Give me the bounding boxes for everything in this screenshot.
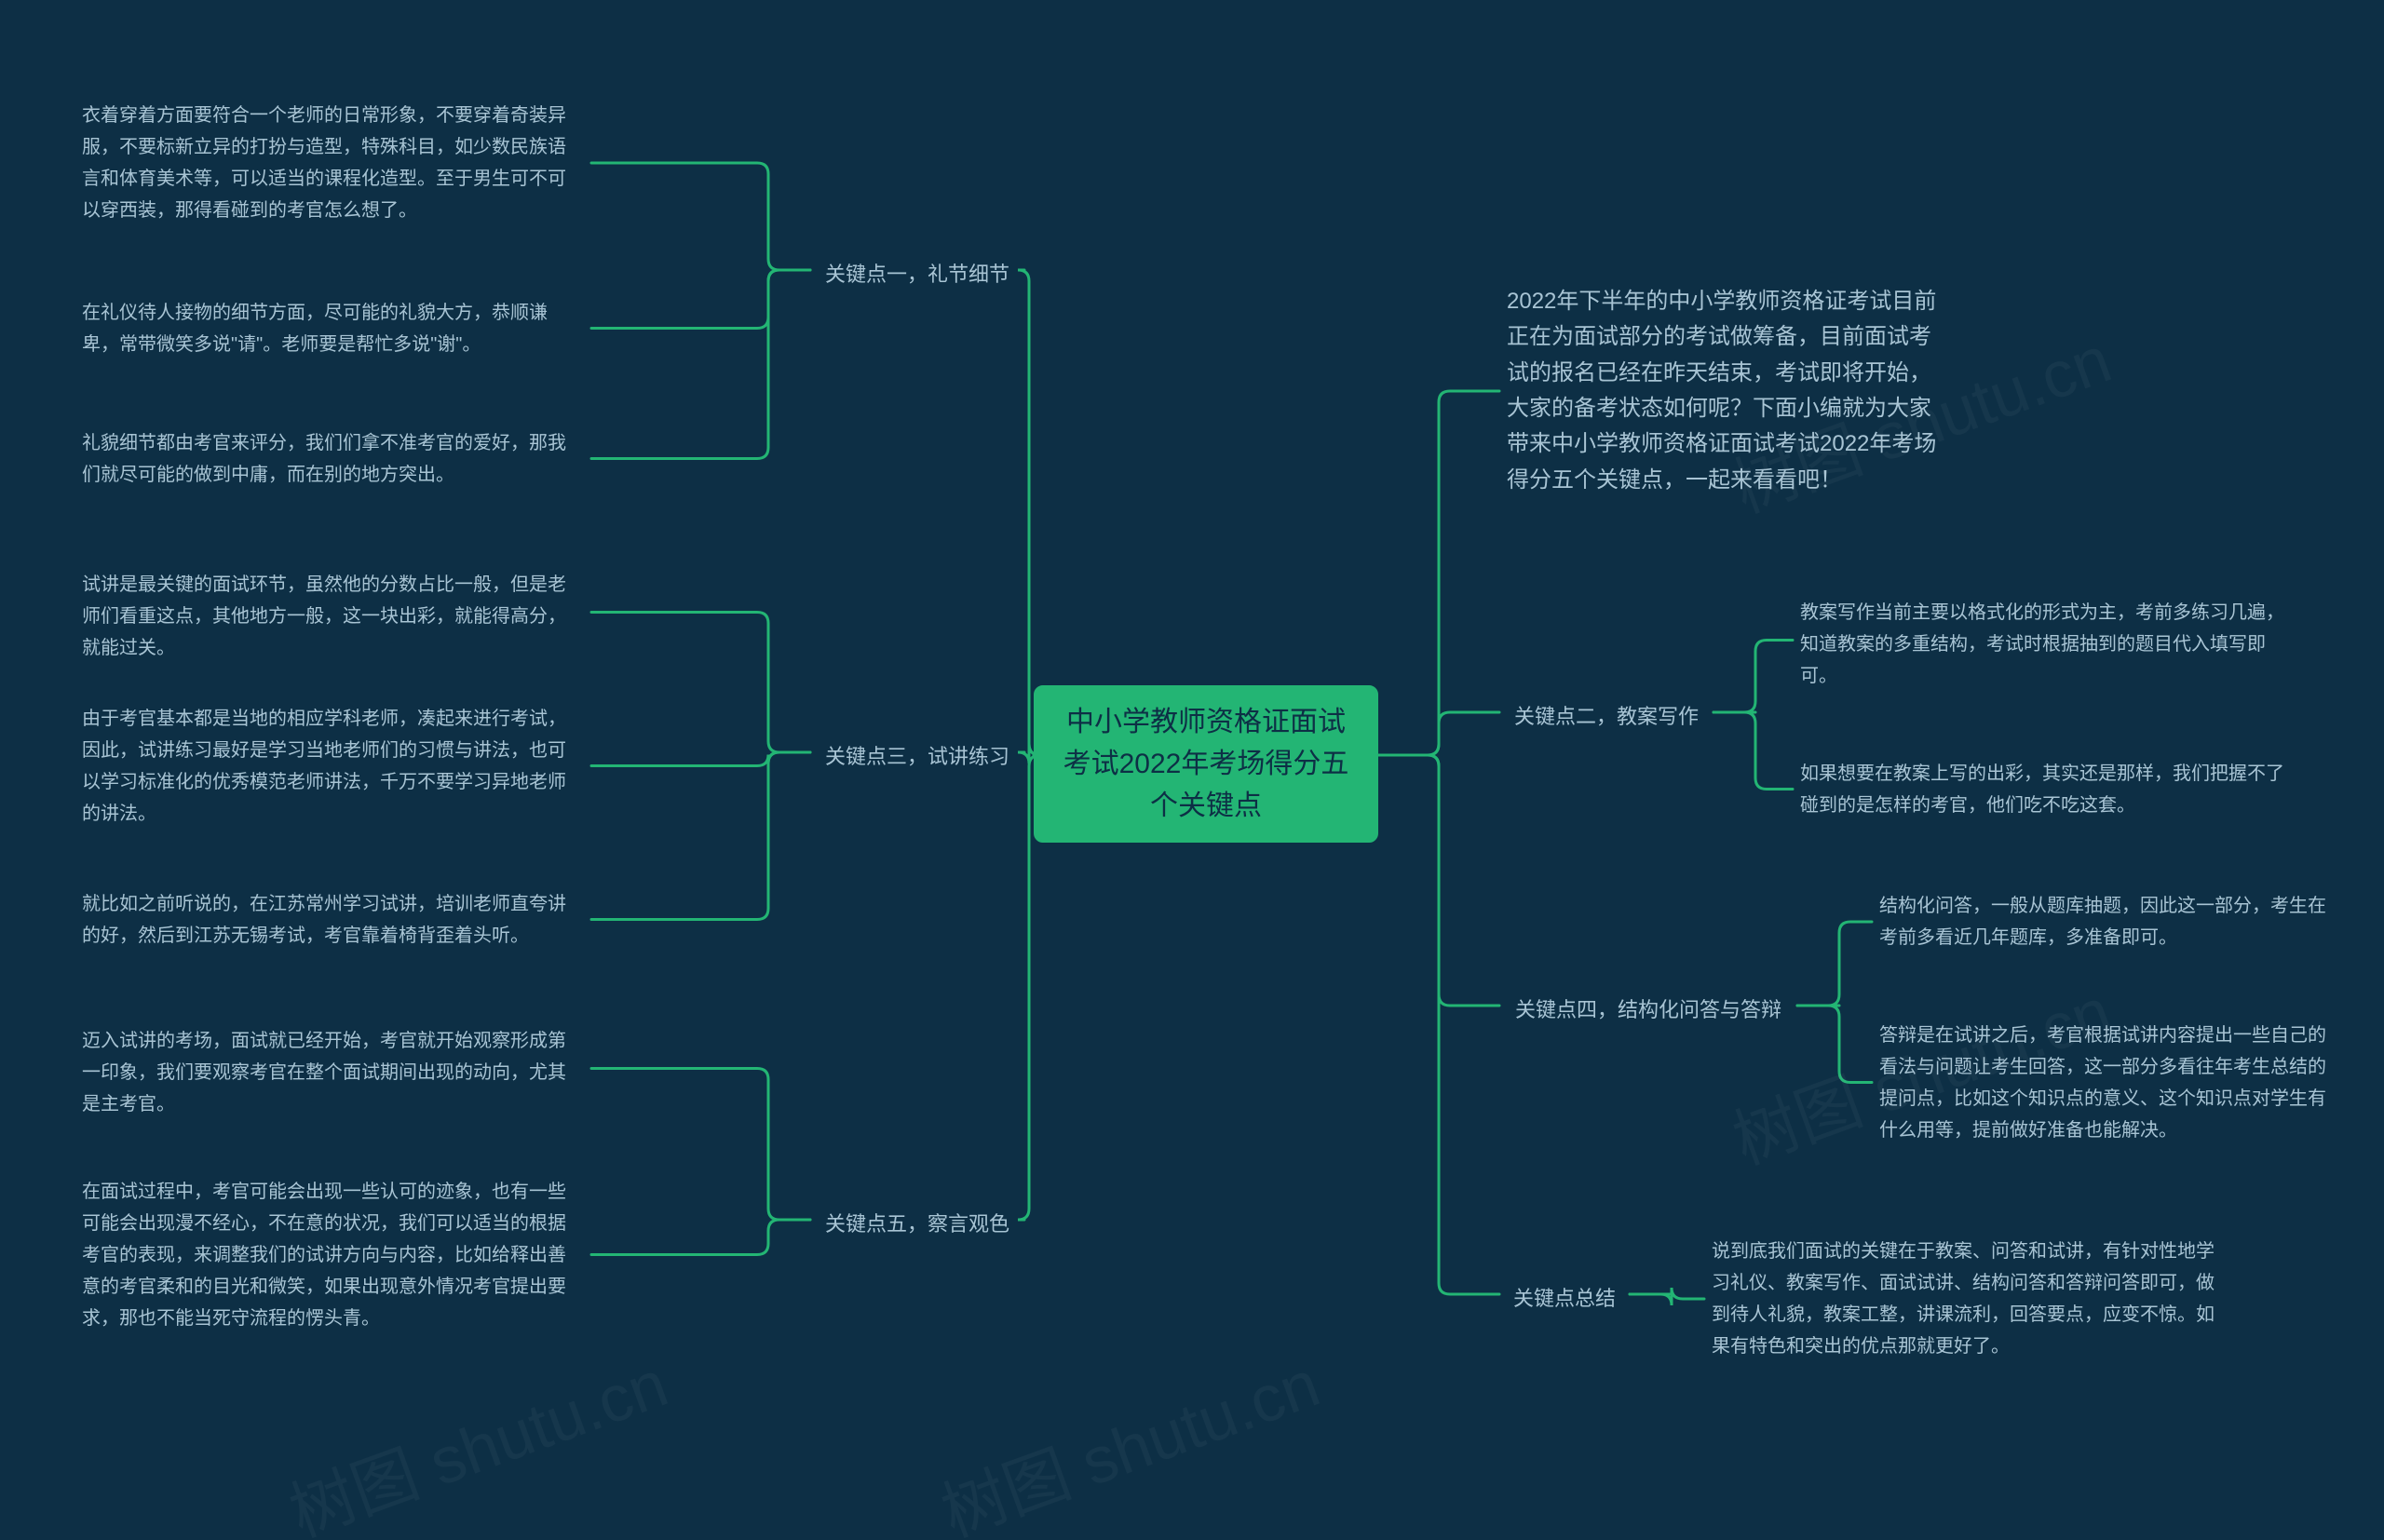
l2: 关键点五，察言观色 — [810, 1201, 1024, 1247]
l0-leaf-1: 在礼仪待人接物的细节方面，尽可能的礼貌大方，恭顺谦卑，常带微笑多说"请"。老师要… — [74, 279, 591, 377]
r3-leaf-0: 说到底我们面试的关键在于教案、问答和试讲，有针对性地学习礼仪、教案写作、面试试讲… — [1704, 1210, 2226, 1387]
r2: 关键点四，结构化问答与答辩 — [1499, 987, 1797, 1033]
center-node: 中小学教师资格证面试考试2022年考场得分五个关键点 — [1034, 685, 1378, 843]
l0-leaf-0: 衣着穿着方面要符合一个老师的日常形象，不要穿着奇装异服，不要标新立异的打扮与造型… — [74, 79, 591, 247]
intro-text: 2022年下半年的中小学教师资格证考试目前正在为面试部分的考试做筹备，目前面试考… — [1499, 247, 1946, 535]
watermark: 树图 shutu.cn — [276, 1332, 679, 1540]
l0: 关键点一，礼节细节 — [810, 251, 1024, 297]
r1: 关键点二，教案写作 — [1499, 694, 1714, 739]
r2-leaf-0: 结构化问答，一般从题库抽题，因此这一部分，考生在考前多看近几年题库，多准备即可。 — [1872, 885, 2347, 959]
r1-leaf-0: 教案写作当前主要以格式化的形式为主，考前多练习几遍，知道教案的多重结构，考试时根… — [1793, 591, 2296, 697]
r1-leaf-1: 如果想要在教案上写的出彩，其实还是那样，我们把握不了碰到的是怎样的考官，他们吃不… — [1793, 740, 2296, 838]
l1-leaf-0: 试讲是最关键的面试环节，虽然他的分数占比一般，但是老师们看重这点，其他地方一般，… — [74, 563, 591, 669]
mindmap-canvas: 中小学教师资格证面试考试2022年考场得分五个关键点 2022年下半年的中小学教师… — [0, 0, 2384, 1540]
l1-leaf-1: 由于考官基本都是当地的相应学科老师，凑起来进行考试，因此，试讲练习最好是学习当地… — [74, 694, 591, 838]
r3: 关键点总结 — [1499, 1276, 1630, 1321]
r2-leaf-1: 答辩是在试讲之后，考官根据试讲内容提出一些自己的看法与问题让考生回答，这一部分多… — [1872, 1001, 2347, 1164]
l0-leaf-2: 礼貌细节都由考官来评分，我们们拿不准考官的爱好，那我们就尽可能的做到中庸，而在别… — [74, 410, 591, 507]
l2-leaf-0: 迈入试讲的考场，面试就已经开始，考官就开始观察形成第一印象，我们要观察考官在整个… — [74, 1020, 591, 1126]
watermark: 树图 shutu.cn — [928, 1332, 1331, 1540]
l1-leaf-2: 就比如之前听说的，在江苏常州学习试讲，培训老师直夸讲的好，然后到江苏无锡考试，考… — [74, 871, 591, 968]
l2-leaf-1: 在面试过程中，考官可能会出现一些认可的迹象，也有一些可能会出现漫不经心，不在意的… — [74, 1150, 591, 1359]
l1: 关键点三，试讲练习 — [810, 734, 1024, 779]
